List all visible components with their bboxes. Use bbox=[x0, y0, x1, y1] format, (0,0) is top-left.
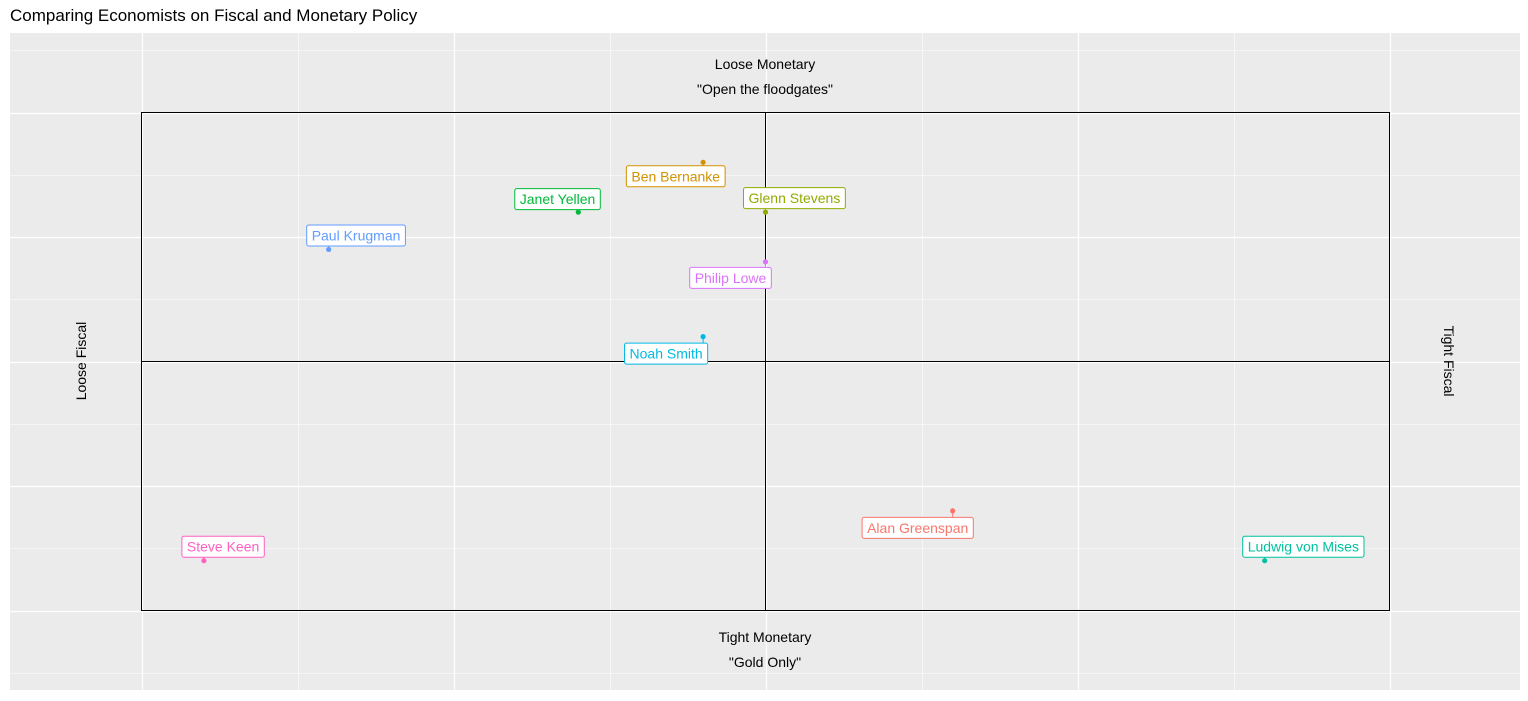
economist-point-group: Glenn Stevens bbox=[743, 187, 846, 215]
economist-label-text: Janet Yellen bbox=[520, 191, 596, 207]
economist-label-box bbox=[625, 165, 726, 188]
economist-point-group: Alan Greenspan bbox=[861, 508, 974, 539]
economist-point-marker bbox=[950, 508, 956, 514]
economist-point-group: Ludwig von Mises bbox=[1242, 535, 1365, 564]
economist-label-text: Alan Greenspan bbox=[867, 520, 968, 536]
economist-label-text: Glenn Stevens bbox=[749, 190, 841, 206]
economist-label-text: Ludwig von Mises bbox=[1248, 539, 1359, 555]
top-annotation-line2: "Open the floodgates" bbox=[697, 81, 833, 97]
right-annotation: Tight Fiscal bbox=[1441, 325, 1457, 396]
left-annotation: Loose Fiscal bbox=[73, 322, 89, 401]
economist-label-box bbox=[624, 342, 709, 365]
bottom-annotation-line1: Tight Monetary bbox=[719, 629, 812, 645]
economist-point-marker bbox=[1262, 558, 1268, 564]
economist-point-group: Noah Smith bbox=[624, 334, 709, 365]
economist-point-group: Steve Keen bbox=[181, 535, 265, 564]
economist-label-text: Steve Keen bbox=[187, 539, 259, 555]
economist-label-box bbox=[861, 516, 974, 539]
economist-point-marker bbox=[762, 209, 769, 215]
economist-label-box bbox=[1242, 535, 1365, 558]
economist-point-group: Philip Lowe bbox=[689, 259, 772, 289]
economist-point-group: Janet Yellen bbox=[514, 188, 601, 215]
economist-point-group: Ben Bernanke bbox=[625, 159, 726, 188]
economist-point-marker bbox=[700, 334, 706, 340]
economist-label-box bbox=[689, 266, 772, 289]
bottom-annotation-line2: "Gold Only" bbox=[729, 654, 801, 670]
top-annotation-line1: Loose Monetary bbox=[715, 56, 815, 72]
economist-point-marker bbox=[575, 209, 581, 215]
economist-label-box bbox=[306, 224, 406, 247]
economist-point-marker bbox=[201, 558, 207, 564]
economist-label-box bbox=[743, 187, 846, 210]
economist-point-group: Paul Krugman bbox=[306, 224, 406, 253]
economist-label-box bbox=[181, 535, 265, 558]
economist-label-text: Noah Smith bbox=[630, 346, 703, 362]
economist-label-box bbox=[514, 188, 601, 211]
economist-point-marker bbox=[762, 259, 769, 265]
points-layer: Alan Greenspan Ben Bernanke Glenn Stevens J… bbox=[181, 159, 1365, 564]
economist-label-text: Paul Krugman bbox=[312, 227, 401, 243]
economist-point-marker bbox=[700, 159, 706, 165]
economist-label-text: Ben Bernanke bbox=[631, 168, 720, 184]
economist-label-text: Philip Lowe bbox=[695, 270, 767, 286]
economist-point-marker bbox=[326, 246, 332, 253]
chart-title: Comparing Economists on Fiscal and Monet… bbox=[10, 6, 418, 25]
